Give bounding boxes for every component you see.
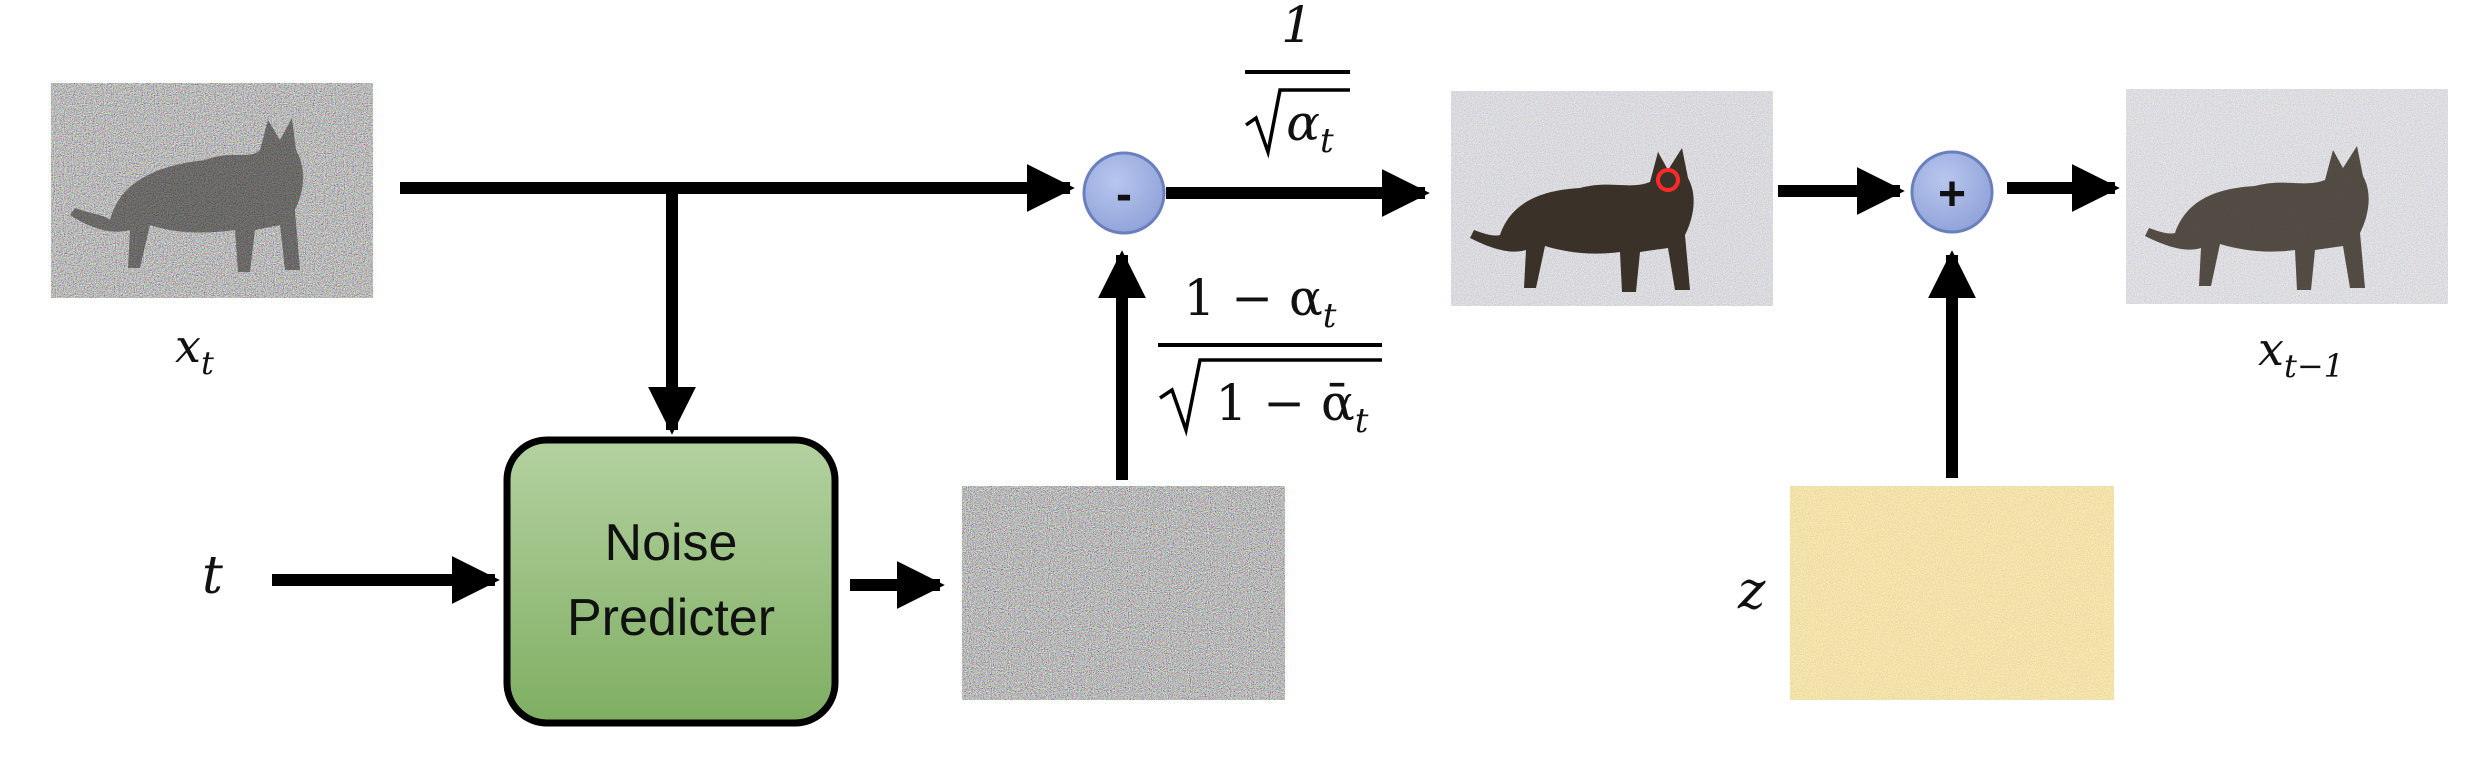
minus-symbol: - — [1116, 168, 1132, 221]
add-operator: + — [1910, 150, 1994, 234]
output-cat-figure — [2145, 146, 2369, 290]
noise-predictor-block: Noise Predicter — [503, 436, 839, 727]
gaussian-noise-z-image — [1790, 486, 2114, 700]
noise-coef-sqrt — [1159, 358, 1382, 437]
z-label: z — [1737, 561, 1766, 621]
noise-coefficient: 1 − αt 1 − ᾱt — [1158, 269, 1382, 441]
scale-coef-denominator: αt — [1286, 94, 1334, 161]
noise-coef-numerator: 1 − αt — [1184, 269, 1337, 336]
noise-coef-denominator: 1 − ᾱt — [1216, 374, 1369, 441]
predictor-label-line2: Predicter — [567, 589, 775, 647]
xt-minus-1-label: xt−1 — [2258, 322, 2344, 385]
cat-figure — [1470, 148, 1694, 292]
noisy-image-xt — [51, 83, 373, 298]
scale-coef-sqrt — [1244, 88, 1350, 159]
denoised-mean-image — [1451, 91, 1773, 306]
predicted-noise-image — [962, 486, 1285, 700]
plus-symbol: + — [1938, 168, 1966, 221]
red-marker — [1656, 168, 1680, 192]
t-label: t — [202, 546, 223, 606]
predictor-label-line1: Noise — [605, 514, 738, 572]
faint-cat-silhouette — [70, 118, 304, 272]
scale-coefficient: 1 αt — [1244, 0, 1350, 161]
subtract-operator: - — [1082, 151, 1166, 235]
scale-coef-numerator: 1 — [1281, 0, 1313, 54]
output-image-xt-minus-1 — [2126, 89, 2448, 304]
xt-label: xt — [175, 319, 214, 382]
